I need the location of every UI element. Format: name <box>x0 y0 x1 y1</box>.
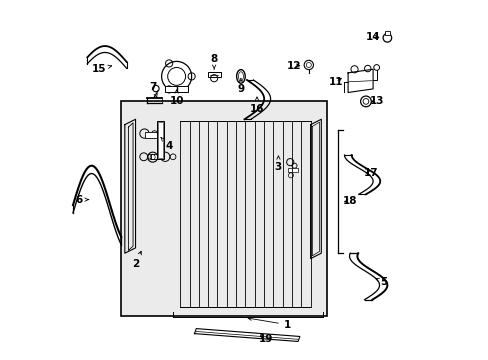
Bar <box>121 102 326 316</box>
Bar <box>384 31 389 35</box>
Bar <box>151 154 163 159</box>
Text: 12: 12 <box>286 61 301 71</box>
Polygon shape <box>194 329 299 342</box>
Text: 5: 5 <box>375 277 386 287</box>
Text: 13: 13 <box>368 96 383 107</box>
Bar <box>288 168 298 172</box>
Text: 2: 2 <box>132 251 141 269</box>
Bar <box>165 86 188 93</box>
Text: 17: 17 <box>363 168 378 178</box>
Text: 1: 1 <box>247 317 290 330</box>
Bar <box>145 132 159 138</box>
Text: 9: 9 <box>237 78 244 94</box>
Text: 8: 8 <box>210 54 217 69</box>
Polygon shape <box>347 69 372 93</box>
Text: 4: 4 <box>161 138 173 151</box>
Bar <box>157 121 164 158</box>
Text: 10: 10 <box>169 90 183 107</box>
Text: 15: 15 <box>91 64 111 74</box>
Text: 19: 19 <box>258 334 273 344</box>
Text: 7: 7 <box>149 82 157 98</box>
Text: 11: 11 <box>327 77 342 87</box>
Text: 6: 6 <box>76 195 88 204</box>
Bar <box>158 122 163 158</box>
Bar <box>207 72 220 77</box>
Text: 14: 14 <box>365 32 380 42</box>
Text: 3: 3 <box>274 156 282 172</box>
Text: 16: 16 <box>249 97 264 113</box>
Text: 18: 18 <box>342 197 356 206</box>
